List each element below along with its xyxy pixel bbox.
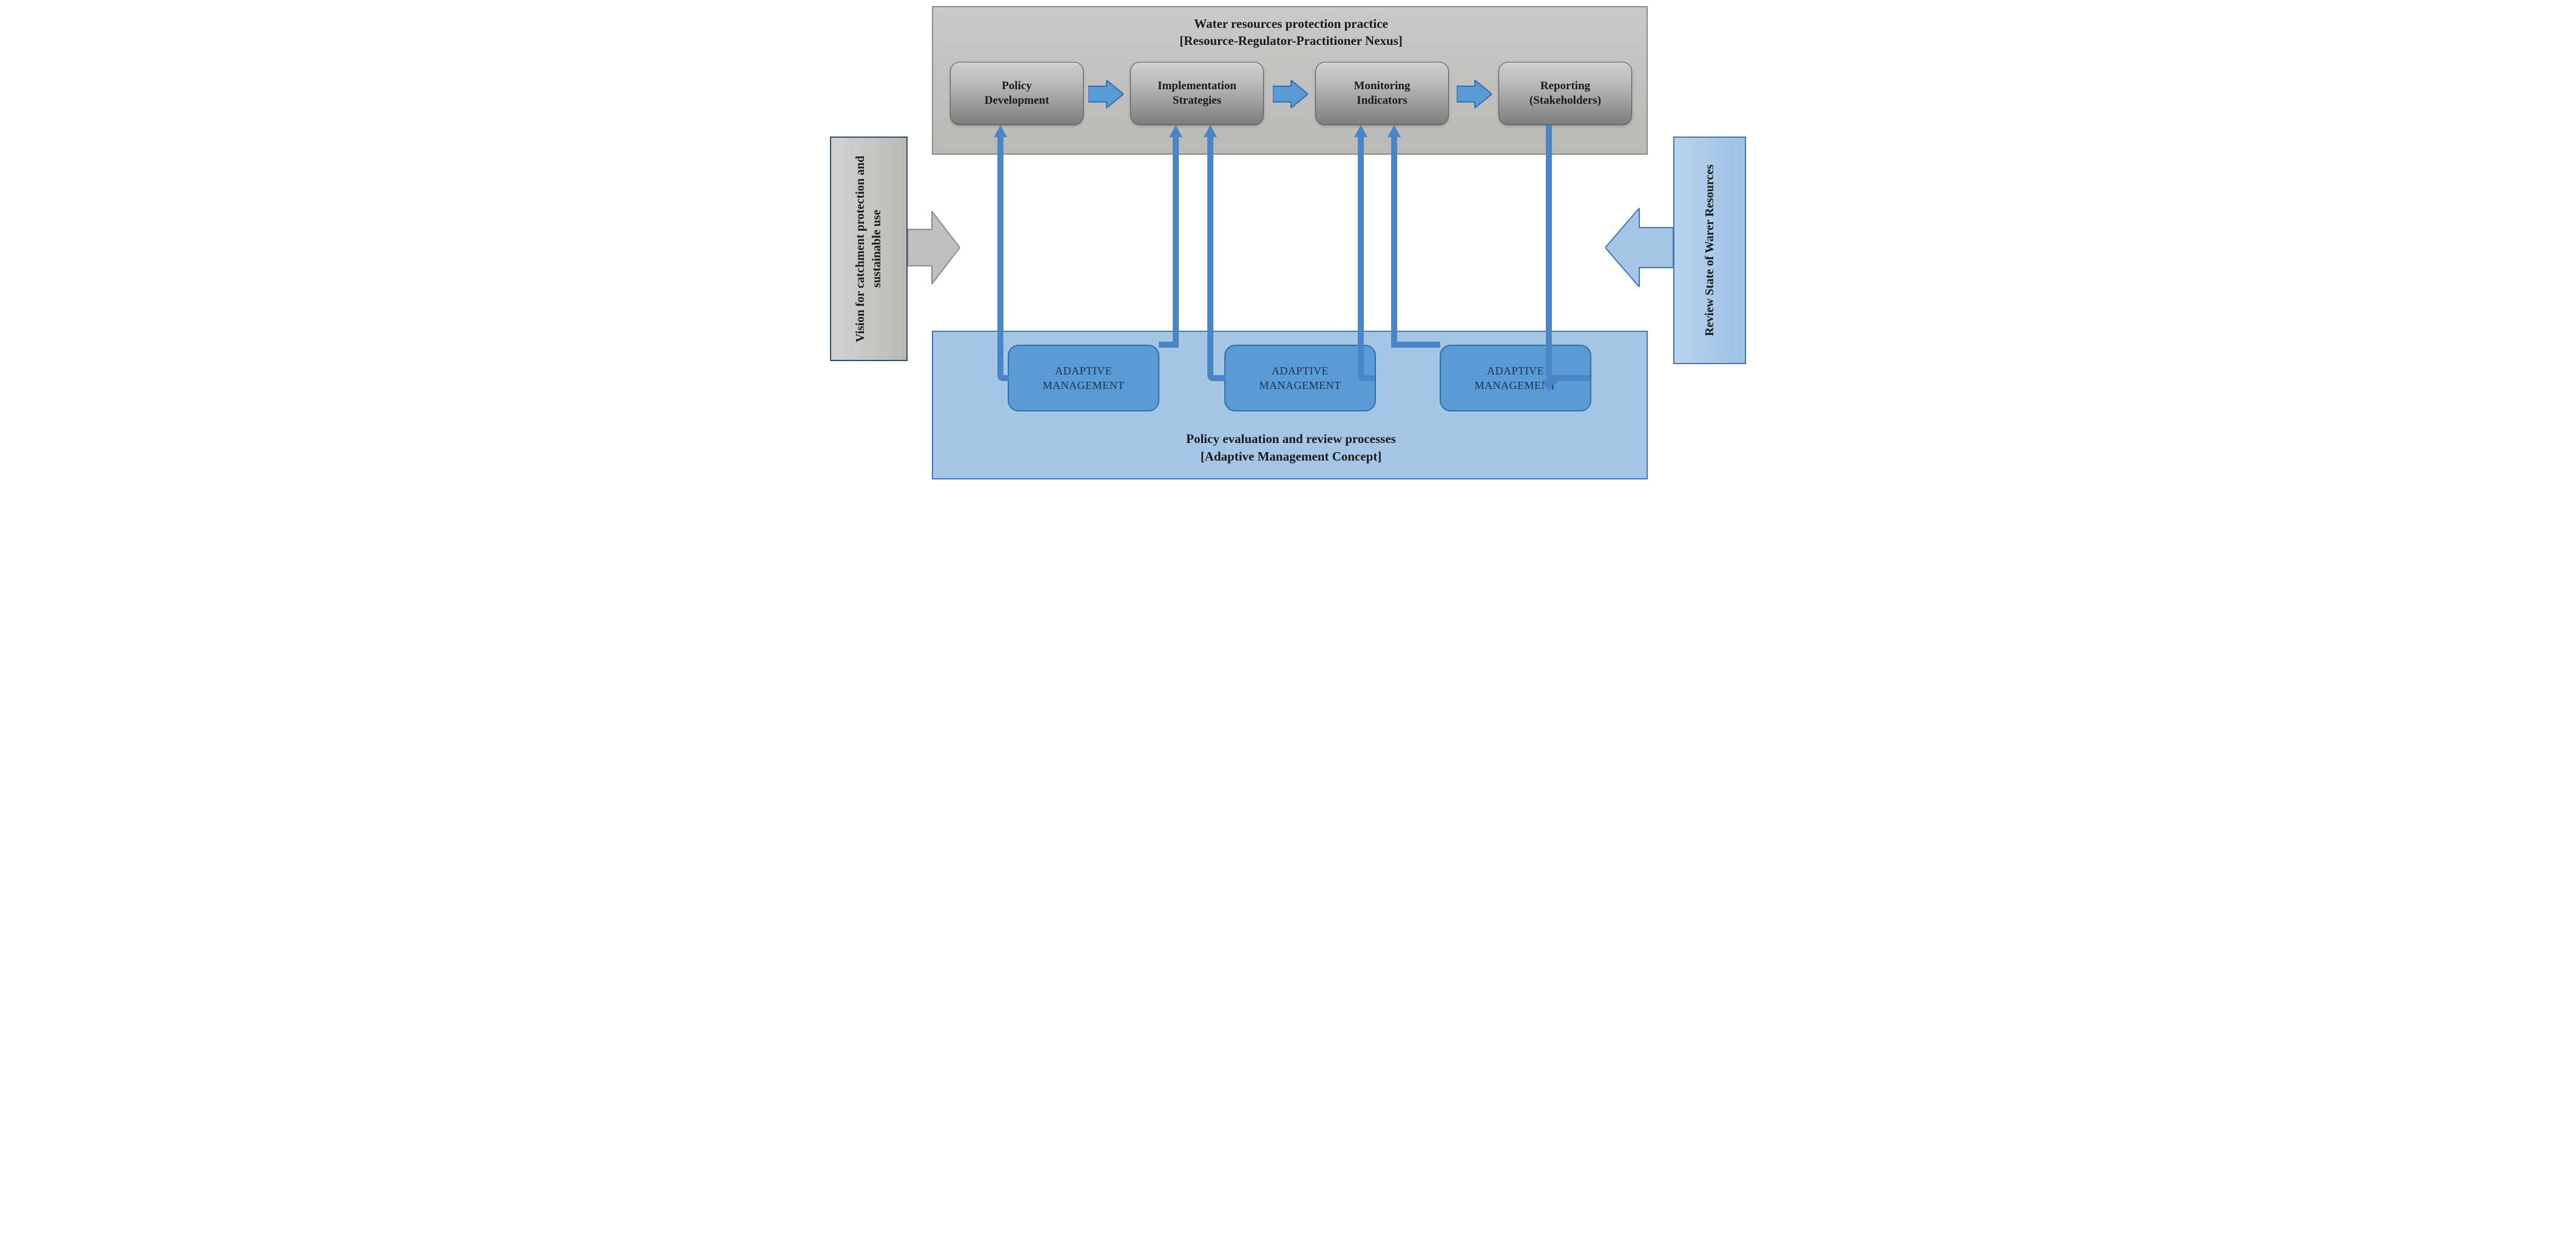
box-adaptive-1: ADAPTIVE MANAGEMENT	[1008, 345, 1159, 411]
arrow-right-icon	[1273, 80, 1308, 108]
bottom-title-line2: [Adaptive Management Concept]	[1201, 448, 1382, 465]
top-title-line2: [Resource-Regulator-Practitioner Nexus]	[1179, 32, 1403, 49]
left-box-vision: Vision for catchment protection and sust…	[830, 137, 908, 361]
label: Reporting	[1540, 79, 1590, 93]
label: (Stakeholders)	[1529, 93, 1601, 108]
label: ADAPTIVE	[1272, 364, 1329, 378]
arrow-right-icon	[1457, 80, 1492, 108]
left-box-label: Vision for catchment protection and sust…	[852, 138, 885, 360]
right-box-review: Review State of Warer Resources	[1673, 137, 1746, 364]
label: Indicators	[1357, 93, 1407, 108]
label: MANAGEMENT	[1043, 378, 1125, 393]
box-reporting-stakeholders: Reporting (Stakeholders)	[1499, 62, 1632, 125]
label: MANAGEMENT	[1475, 378, 1557, 393]
arrow-right-icon	[1088, 80, 1124, 108]
top-title-line1: Water resources protection practice	[1194, 15, 1388, 32]
label: ADAPTIVE	[1487, 364, 1544, 378]
label: Monitoring	[1354, 79, 1411, 93]
label: ADAPTIVE	[1055, 364, 1112, 378]
label: Development	[985, 93, 1050, 108]
right-box-label: Review State of Warer Resources	[1702, 164, 1718, 336]
box-monitoring-indicators: Monitoring Indicators	[1315, 62, 1449, 125]
top-panel-title: Water resources protection practice [Res…	[933, 11, 1649, 53]
arrow-left-icon	[1605, 208, 1673, 287]
label: Strategies	[1173, 93, 1221, 108]
bottom-title-line1: Policy evaluation and review processes	[1186, 430, 1396, 448]
box-implementation-strategies: Implementation Strategies	[1130, 62, 1264, 125]
label: MANAGEMENT	[1259, 378, 1341, 393]
diagram-canvas: Water resources protection practice [Res…	[824, 0, 1752, 485]
arrow-right-icon	[908, 211, 960, 284]
box-policy-development: Policy Development	[950, 62, 1084, 125]
label: Policy	[1002, 79, 1032, 93]
box-adaptive-2: ADAPTIVE MANAGEMENT	[1224, 345, 1376, 411]
box-adaptive-3: ADAPTIVE MANAGEMENT	[1440, 345, 1591, 411]
label: Implementation	[1158, 79, 1236, 93]
bottom-panel-title: Policy evaluation and review processes […	[933, 424, 1649, 472]
